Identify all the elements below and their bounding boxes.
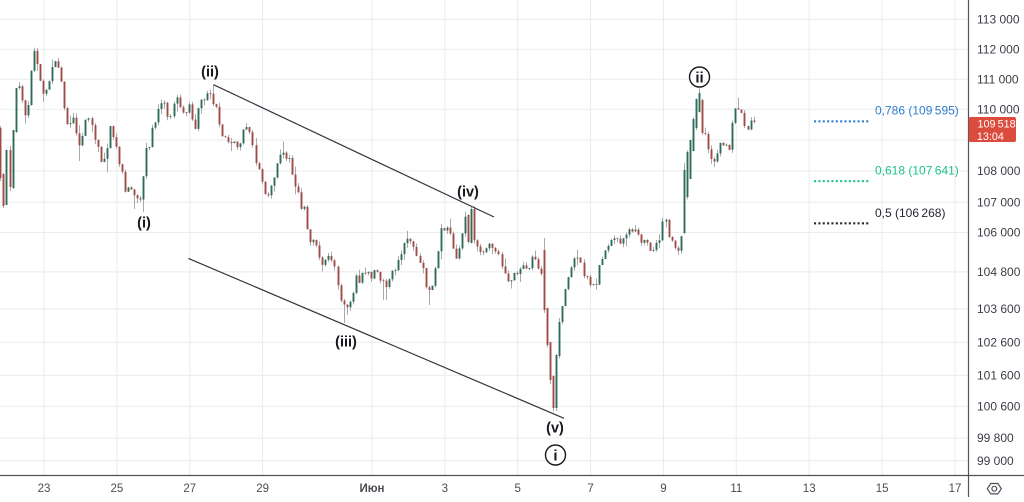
- svg-text:25: 25: [111, 483, 124, 495]
- svg-text:ii: ii: [695, 69, 703, 86]
- svg-text:112 000: 112 000: [977, 43, 1020, 57]
- svg-text:(ii): (ii): [201, 65, 219, 81]
- svg-text:7: 7: [587, 483, 593, 495]
- svg-text:13:04: 13:04: [977, 131, 1004, 143]
- svg-text:101 600: 101 600: [977, 369, 1021, 383]
- svg-text:0,5 (106 268): 0,5 (106 268): [875, 206, 945, 220]
- svg-text:109 518: 109 518: [978, 119, 1016, 131]
- svg-text:Июн: Июн: [359, 483, 384, 495]
- svg-text:113 000: 113 000: [977, 13, 1020, 27]
- svg-text:107 000: 107 000: [977, 196, 1021, 210]
- svg-text:5: 5: [514, 483, 520, 495]
- svg-text:(i): (i): [137, 216, 151, 232]
- svg-text:(v): (v): [546, 421, 564, 437]
- svg-text:9: 9: [660, 483, 666, 495]
- svg-text:15: 15: [876, 483, 889, 495]
- svg-text:13: 13: [803, 483, 816, 495]
- svg-text:0,786 (109 595): 0,786 (109 595): [875, 104, 959, 118]
- svg-text:102 600: 102 600: [977, 336, 1021, 350]
- svg-text:i: i: [553, 447, 557, 464]
- svg-text:111 000: 111 000: [977, 73, 1019, 87]
- svg-text:100 600: 100 600: [977, 400, 1021, 414]
- svg-text:110 000: 110 000: [977, 103, 1020, 117]
- svg-text:29: 29: [256, 483, 269, 495]
- svg-text:99 000: 99 000: [977, 454, 1014, 468]
- svg-text:0,618 (107 641): 0,618 (107 641): [875, 163, 959, 177]
- svg-text:23: 23: [38, 483, 51, 495]
- svg-text:103 600: 103 600: [977, 302, 1021, 316]
- svg-text:108 000: 108 000: [977, 164, 1021, 178]
- svg-text:3: 3: [442, 483, 448, 495]
- svg-text:104 800: 104 800: [977, 265, 1021, 279]
- svg-text:99 800: 99 800: [977, 431, 1014, 445]
- svg-text:(iv): (iv): [457, 185, 479, 201]
- svg-text:11: 11: [730, 483, 742, 495]
- svg-text:106 000: 106 000: [977, 226, 1021, 240]
- svg-text:27: 27: [183, 483, 196, 495]
- svg-text:(iii): (iii): [335, 335, 357, 351]
- svg-text:17: 17: [949, 483, 962, 495]
